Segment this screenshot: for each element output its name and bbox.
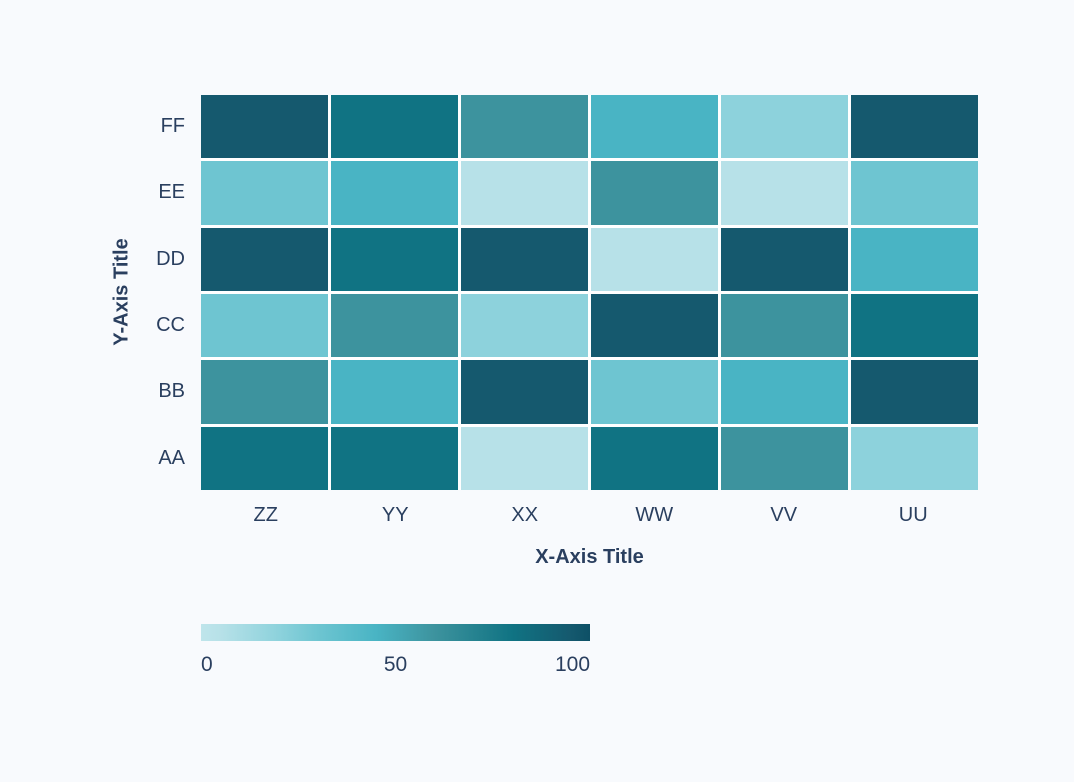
x-tick-label-WW: WW (635, 503, 674, 526)
heatmap-cell-EE-ZZ (201, 161, 328, 225)
y-tick-label-BB: BB (158, 380, 185, 403)
heatmap-cell-EE-YY (331, 161, 458, 225)
y-tick-label-CC: CC (156, 314, 185, 337)
heatmap-cell-BB-WW (591, 360, 718, 424)
heatmap-cell-DD-VV (721, 227, 848, 291)
y-tick-label-DD: DD (156, 247, 185, 270)
colorbar-gradient (201, 624, 590, 641)
heatmap-cell-AA-UU (851, 426, 978, 490)
x-axis-tick-labels: ZZ YY XX WW VV UU (201, 500, 978, 530)
y-tick-label-AA: AA (158, 446, 185, 469)
heatmap-cell-BB-ZZ (201, 360, 328, 424)
heatmap-cell-AA-YY (331, 426, 458, 490)
colorbar-tick-label-100: 100 (554, 653, 591, 676)
heatmap-cell-EE-WW (591, 161, 718, 225)
heatmap-cell-FF-UU (851, 95, 978, 159)
heatmap-cell-DD-UU (851, 227, 978, 291)
heatmap-cell-DD-XX (461, 227, 588, 291)
y-axis-tick-labels: FF EE DD CC BB AA (0, 95, 185, 490)
heatmap-cell-AA-WW (591, 426, 718, 490)
x-tick-label-XX: XX (511, 503, 539, 526)
heatmap-cell-DD-WW (591, 227, 718, 291)
heatmap-cell-CC-XX (461, 293, 588, 358)
heatmap-cell-AA-ZZ (201, 426, 328, 490)
heatmap-cell-DD-ZZ (201, 227, 328, 291)
heatmap-cell-FF-ZZ (201, 95, 328, 159)
colorbar-tick-label-0: 0 (200, 653, 213, 676)
colorbar-tick-labels: 0 50 100 (201, 653, 590, 681)
heatmap-cell-AA-VV (721, 426, 848, 490)
x-tick-label-YY: YY (381, 503, 409, 526)
heatmap-cell-FF-VV (721, 95, 848, 159)
heatmap-cell-FF-XX (461, 95, 588, 159)
heatmap-cell-BB-YY (331, 360, 458, 424)
x-tick-label-UU: UU (898, 503, 928, 526)
heatmap-cell-FF-WW (591, 95, 718, 159)
heatmap-grid (201, 95, 978, 490)
y-tick-label-EE: EE (158, 181, 185, 204)
heatmap-cell-CC-ZZ (201, 293, 328, 358)
heatmap-cell-CC-WW (591, 293, 718, 358)
heatmap-cell-EE-XX (461, 161, 588, 225)
heatmap-cell-BB-VV (721, 360, 848, 424)
heatmap-cell-CC-VV (721, 293, 848, 358)
heatmap-cell-FF-YY (331, 95, 458, 159)
x-axis-title: X-Axis Title (535, 546, 644, 568)
colorbar-tick-label-50: 50 (383, 653, 408, 676)
y-tick-label-FF: FF (160, 115, 185, 138)
heatmap-cell-AA-XX (461, 426, 588, 490)
heatmap-cell-EE-UU (851, 161, 978, 225)
heatmap-cell-BB-UU (851, 360, 978, 424)
heatmap-cell-CC-YY (331, 293, 458, 358)
heatmap-cell-DD-YY (331, 227, 458, 291)
heatmap-cell-CC-UU (851, 293, 978, 358)
heatmap-cell-BB-XX (461, 360, 588, 424)
x-tick-label-ZZ: ZZ (253, 503, 278, 526)
heatmap-cell-EE-VV (721, 161, 848, 225)
x-tick-label-VV: VV (770, 503, 798, 526)
